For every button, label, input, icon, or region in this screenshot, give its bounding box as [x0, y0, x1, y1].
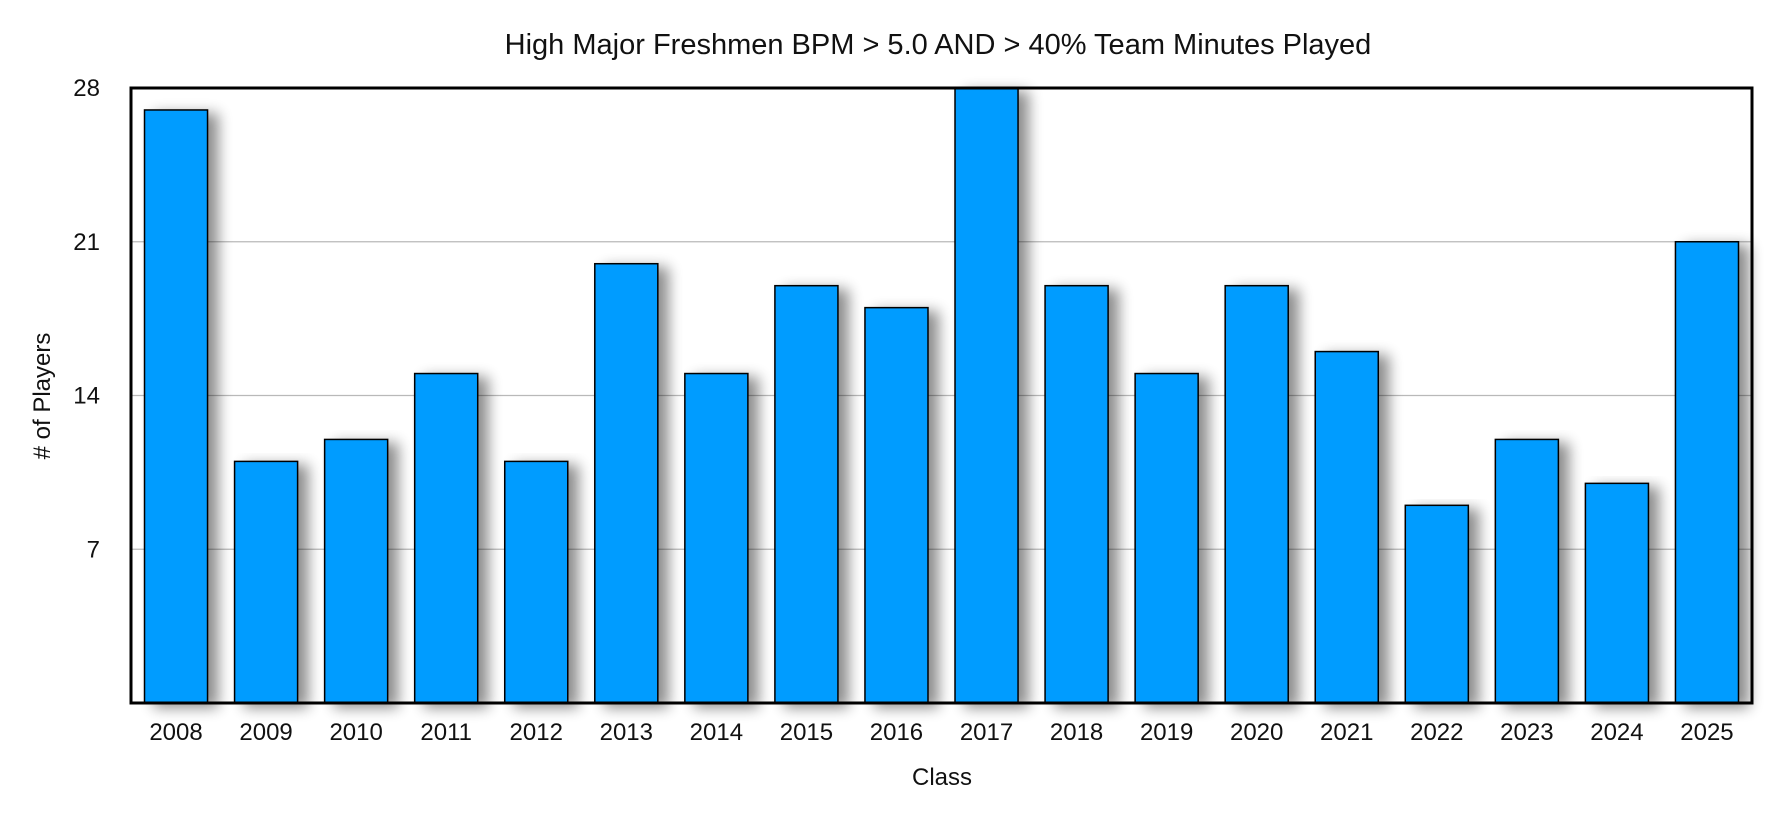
x-tick-label: 2019 [1140, 719, 1193, 746]
plot-frame [129, 86, 1754, 705]
bar-2019 [1134, 372, 1199, 704]
bar-2014 [684, 372, 749, 704]
bar-2013 [594, 262, 659, 704]
bar-2008 [143, 109, 209, 704]
x-tick-label: 2022 [1410, 719, 1463, 746]
bar-2009 [233, 460, 299, 704]
x-tick-label: 2010 [329, 719, 382, 746]
bar-2015 [774, 284, 839, 704]
x-tick-label: 2009 [239, 719, 292, 746]
x-tick-label: 2008 [149, 719, 202, 746]
x-tick-label: 2018 [1050, 719, 1103, 746]
y-tick-label: 28 [73, 75, 100, 102]
y-axis-label: # of Players [29, 333, 56, 460]
bar-2021 [1314, 350, 1380, 704]
y-tick-labels: 7 14 21 28 [73, 75, 100, 563]
y-tick-label: 21 [73, 229, 100, 256]
x-tick-label: 2015 [780, 719, 833, 746]
bar-2012 [503, 460, 569, 704]
x-axis-label: Class [912, 764, 972, 791]
chart-title: High Major Freshmen BPM > 5.0 AND > 40% … [505, 29, 1372, 61]
y-tick-label: 14 [73, 383, 100, 410]
x-tick-labels: 2008 2009 2010 2011 2012 2013 2014 2015 2016 2017… [149, 719, 1733, 746]
y-tick-label: 7 [87, 536, 100, 563]
x-tick-label: 2025 [1680, 719, 1733, 746]
x-tick-label: 2014 [690, 719, 743, 746]
bar-2025 [1674, 241, 1740, 704]
x-tick-label: 2012 [510, 719, 563, 746]
x-tick-label: 2016 [870, 719, 923, 746]
x-tick-label: 2023 [1500, 719, 1553, 746]
bar-2024 [1584, 482, 1650, 704]
bar-2020 [1224, 284, 1289, 704]
x-tick-label: 2021 [1320, 719, 1373, 746]
x-tick-label: 2020 [1230, 719, 1283, 746]
bar-2016 [864, 306, 929, 704]
x-tick-label: 2017 [960, 719, 1013, 746]
gridlines [131, 241, 1752, 550]
x-tick-label: 2011 [420, 719, 472, 746]
bar-2018 [1044, 284, 1109, 704]
bar-2011 [413, 372, 479, 704]
x-tick-label: 2024 [1590, 719, 1643, 746]
bar-2017 [954, 87, 1019, 704]
bar-2010 [323, 438, 389, 704]
x-tick-label: 2013 [600, 719, 653, 746]
bar-2022 [1404, 504, 1470, 704]
bars [143, 87, 1740, 704]
bar-2023 [1494, 438, 1560, 704]
